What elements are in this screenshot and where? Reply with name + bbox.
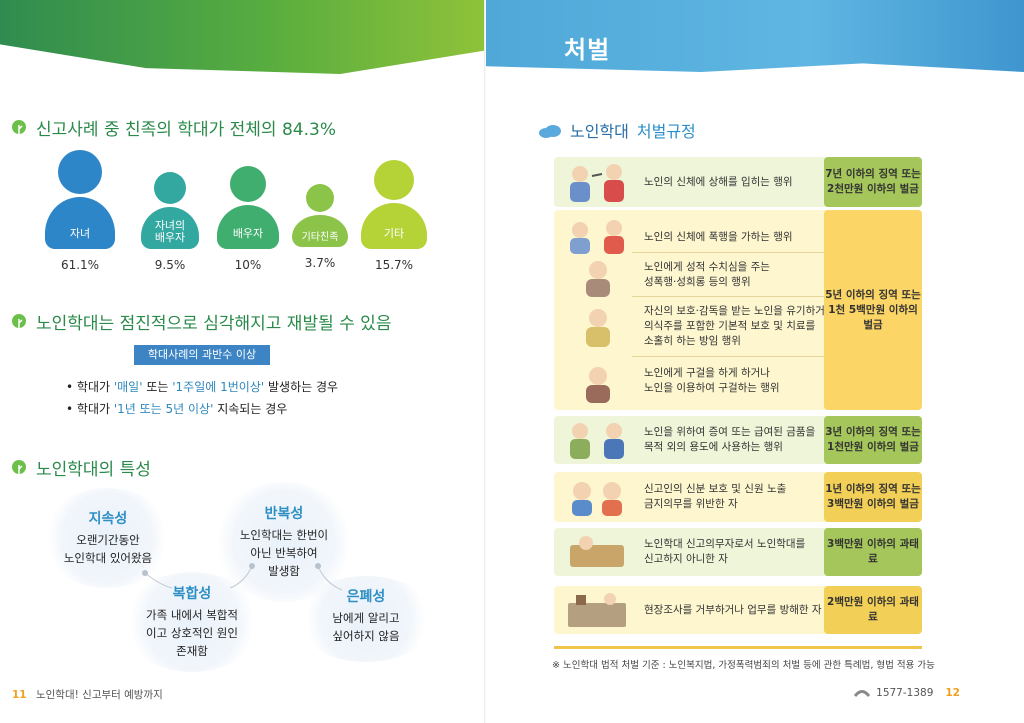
person-other: 기타 15.7% bbox=[358, 160, 430, 272]
person-pct: 61.1% bbox=[60, 258, 100, 272]
trait-bg bbox=[42, 488, 172, 588]
person-pct: 10% bbox=[234, 258, 262, 272]
failure-to-report-illustration bbox=[570, 536, 624, 567]
person-head bbox=[58, 150, 102, 194]
table-bottom-rule bbox=[554, 646, 922, 649]
bullet-item: • 학대가 '1년 또는 5년 이상' 지속되는 경우 bbox=[66, 402, 288, 416]
person-label: 기타친족 bbox=[292, 215, 348, 247]
penalty-cell: 2백만원 이하의 과태료 bbox=[824, 586, 922, 634]
majority-label: 학대사례의 과반수 이상 bbox=[134, 345, 270, 365]
person-head bbox=[306, 184, 334, 212]
right-footer: 1577-1389 12 bbox=[854, 687, 960, 699]
connector-dot bbox=[249, 563, 255, 569]
neglect-illustration bbox=[586, 309, 610, 347]
penalty-cell: 3백만원 이하의 과태료 bbox=[824, 528, 922, 576]
right-header-band bbox=[486, 0, 1024, 72]
offense-text: 자신의 보호·감독을 받는 노인을 유기하거나 의식주를 포함한 기본적 보호 및… bbox=[644, 305, 835, 347]
person-pct: 3.7% bbox=[304, 256, 336, 270]
left-footer: 11 노인학대! 신고부터 예방까지 bbox=[12, 687, 163, 702]
trait-repetition: 반복성 노인학대는 한번이 아닌 반복하여 발생함 bbox=[239, 506, 329, 578]
penalty-row-4: 신고인의 신분 보호 및 신원 노출 금지의무를 위반한 자 1년 이하의 징역 … bbox=[554, 472, 922, 522]
bullet-item: • 학대가 '매일' 또는 '1주일에 1번이상' 발생하는 경우 bbox=[66, 380, 339, 394]
offense-text: 노인에게 성적 수치심을 주는 성폭행·성희롱 등의 행위 bbox=[644, 261, 770, 288]
person-head bbox=[154, 172, 186, 204]
offense-text: 노인에게 구걸을 하게 하거나 노인을 이용하여 구걸하는 행위 bbox=[644, 367, 780, 394]
penalty-cell: 7년 이하의 징역 또는 2천만원 이하의 벌금 bbox=[824, 157, 922, 207]
person-label: 배우자 bbox=[217, 205, 279, 249]
leaf-icon bbox=[10, 459, 28, 477]
trait-bg bbox=[296, 576, 436, 662]
footer-text: 노인학대! 신고부터 예방까지 bbox=[35, 689, 163, 701]
person-children-spouse: 자녀의 배우자 9.5% bbox=[134, 172, 206, 272]
person-pct: 15.7% bbox=[374, 258, 414, 272]
person-head bbox=[374, 160, 414, 200]
heading-part: 처벌규정 bbox=[636, 122, 696, 141]
person-head bbox=[230, 166, 266, 202]
section-title: 신고사례 중 친족의 학대가 전체의 84.3% bbox=[36, 120, 336, 140]
legal-note: ※ 노인학대 법적 처벌 기준 : 노인복지법, 가정폭력범죄의 처벌 등에 관… bbox=[552, 660, 935, 671]
offense-text: 노인의 신체에 폭행을 가하는 행위 bbox=[644, 231, 793, 243]
offense-text: 신고인의 신분 보호 및 신원 노출 금지의무를 위반한 자 bbox=[644, 483, 787, 510]
section-title: 노인학대는 점진적으로 심각해지고 재발될 수 있음 bbox=[36, 314, 392, 334]
section-heading-progressive: 노인학대는 점진적으로 심각해지고 재발될 수 있음 bbox=[10, 309, 391, 334]
page-title: 처벌 bbox=[564, 36, 611, 64]
page-number: 11 bbox=[12, 689, 27, 701]
row-divider bbox=[632, 356, 882, 357]
row-divider bbox=[632, 252, 882, 253]
section-heading-punishment: 노인학대 처벌규정 bbox=[538, 118, 696, 142]
connector-dot bbox=[142, 570, 148, 576]
obstruction-illustration bbox=[568, 593, 626, 627]
trait-concealment: 은폐성 남에게 알리고 싶어하지 않음 bbox=[332, 589, 400, 643]
section-title: 노인학대의 특성 bbox=[36, 460, 151, 480]
person-spouse: 배우자 10% bbox=[212, 166, 284, 272]
page-number: 12 bbox=[945, 687, 960, 699]
leaf-icon bbox=[10, 313, 28, 331]
row-divider bbox=[632, 296, 882, 297]
offense-text: 노인을 위하여 증여 또는 급여된 금품을 목적 외의 용도에 사용하는 행위 bbox=[644, 426, 816, 453]
trait-continuity: 지속성 오랜기간동안 노인학대 있어왔음 bbox=[63, 511, 153, 565]
person-pct: 9.5% bbox=[154, 258, 186, 272]
penalty-row-1: 노인의 신체에 상해를 입히는 행위 7년 이하의 징역 또는 2천만원 이하의 … bbox=[554, 157, 922, 207]
trait-bg bbox=[122, 572, 262, 672]
person-children: 자녀 61.1% bbox=[44, 150, 116, 272]
identity-exposure-illustration bbox=[572, 482, 622, 516]
section-heading-characteristics: 노인학대의 특성 bbox=[10, 455, 151, 480]
heading-part: 노인학대 bbox=[570, 122, 629, 141]
leaf-icon bbox=[10, 119, 28, 137]
violence-illustration bbox=[570, 220, 624, 254]
harassment-illustration bbox=[586, 261, 610, 297]
penalty-row-6: 현장조사를 거부하거나 업무를 방해한 자 2백만원 이하의 과태료 bbox=[554, 586, 922, 634]
right-page: 처벌 노인학대 처벌규정 노인의 신체에 상해를 입히는 행위 7년 이하의 징… bbox=[486, 0, 1024, 723]
penalty-row-3: 노인을 위하여 증여 또는 급여된 금품을 목적 외의 용도에 사용하는 행위 3… bbox=[554, 416, 922, 464]
bullet-list: • 학대가 '매일' 또는 '1주일에 1번이상' 발생하는 경우 • 학대가 … bbox=[66, 376, 338, 420]
person-label: 기타 bbox=[361, 203, 427, 249]
hotline-number: 1577-1389 bbox=[876, 687, 934, 699]
penalty-cell: 3년 이하의 징역 또는 1천만원 이하의 벌금 bbox=[824, 416, 922, 464]
assault-illustration bbox=[570, 164, 624, 202]
trait-complexity: 복합성 가족 내에서 복합적 이고 상호적인 원인 존재함 bbox=[146, 586, 238, 658]
penalty-row-5: 노인학대 신고의무자로서 노인학대를 신고하지 아니한 자 3백만원 이하의 과태… bbox=[554, 528, 922, 576]
offense-text: 현장조사를 거부하거나 업무를 방해한 자 bbox=[644, 604, 822, 616]
penalty-cell: 1년 이하의 징역 또는 3백만원 이하의 벌금 bbox=[824, 472, 922, 522]
person-label: 자녀의 배우자 bbox=[141, 207, 199, 249]
offense-text: 노인학대 신고의무자로서 노인학대를 신고하지 아니한 자 bbox=[644, 538, 806, 565]
begging-illustration bbox=[586, 367, 610, 403]
financial-abuse-illustration bbox=[570, 423, 624, 459]
person-label: 자녀 bbox=[45, 197, 115, 249]
section-heading-relatives: 신고사례 중 친족의 학대가 전체의 84.3% bbox=[10, 115, 336, 140]
connector-dot bbox=[315, 563, 321, 569]
left-page: 신고사례 중 친족의 학대가 전체의 84.3% 자녀 61.1% 자녀의 배우… bbox=[0, 0, 486, 723]
penalty-row-2: 노인의 신체에 폭행을 가하는 행위 노인에게 성적 수치심을 주는 성폭행·성희… bbox=[554, 210, 922, 410]
offense-text: 노인의 신체에 상해를 입히는 행위 bbox=[644, 176, 793, 188]
cloud-icon bbox=[538, 123, 562, 138]
phone-icon bbox=[854, 690, 871, 697]
penalty-cell: 5년 이하의 징역 또는 1천 5백만원 이하의 벌금 bbox=[824, 210, 922, 410]
person-other-relatives: 기타친족 3.7% bbox=[284, 184, 356, 270]
